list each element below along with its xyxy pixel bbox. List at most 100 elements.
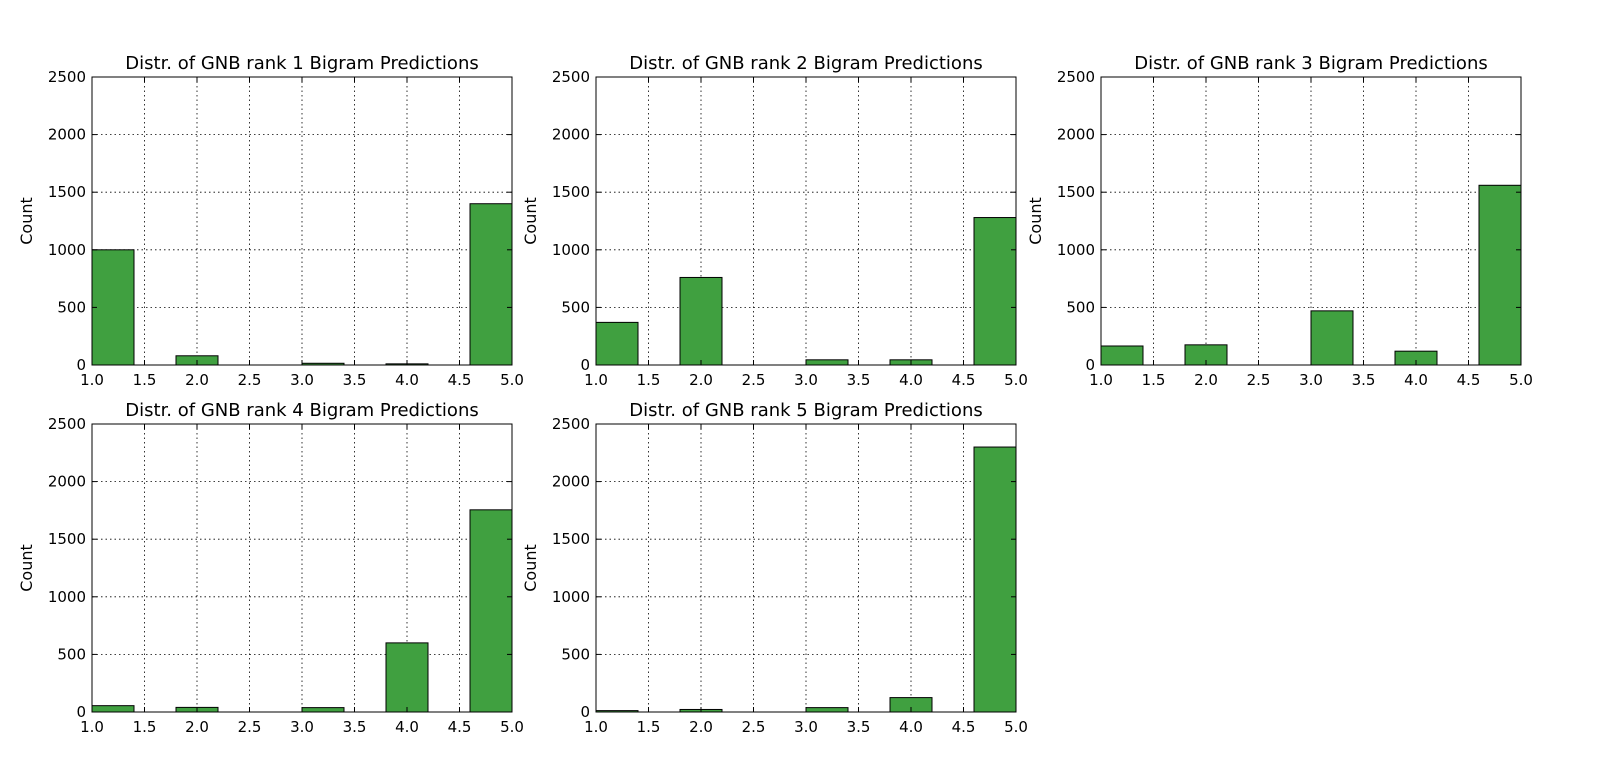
x-tick-label: 5.0 <box>1004 371 1028 389</box>
x-tick-label: 3.0 <box>290 718 314 736</box>
y-tick-label: 500 <box>1066 298 1095 316</box>
y-tick-label: 0 <box>76 356 86 374</box>
x-tick-label: 1.5 <box>133 718 157 736</box>
y-tick-labels: 0 500 1000 1500 2000 2500 <box>552 415 590 721</box>
histogram-bar <box>973 217 1017 366</box>
subplot-title: Distr. of GNB rank 5 Bigram Predictions <box>629 400 982 421</box>
y-tick-label: 2500 <box>48 68 86 86</box>
x-tick-label: 4.0 <box>395 371 419 389</box>
y-tick-label: 2500 <box>48 415 86 433</box>
plot-frame <box>91 76 513 366</box>
y-tick-label: 2500 <box>1057 68 1095 86</box>
x-tick-label: 1.0 <box>1089 371 1113 389</box>
histogram-bar <box>385 642 429 713</box>
x-tick-label: 2.0 <box>185 718 209 736</box>
y-tick-label: 1500 <box>1057 183 1095 201</box>
y-axis-label: Count <box>17 544 36 592</box>
x-tick-label: 4.5 <box>952 718 976 736</box>
y-tick-label: 0 <box>580 703 590 721</box>
x-tick-label: 1.0 <box>80 718 104 736</box>
x-tick-label: 3.0 <box>794 371 818 389</box>
bars <box>1100 184 1522 366</box>
y-tick-label: 0 <box>580 356 590 374</box>
x-tick-label: 5.0 <box>1509 371 1533 389</box>
y-axis-label: Count <box>521 544 540 592</box>
histogram-bar <box>91 705 135 713</box>
y-axis-label: Count <box>1026 197 1045 245</box>
x-tick-label: 5.0 <box>1004 718 1028 736</box>
x-tick-label: 5.0 <box>500 371 524 389</box>
histogram-bar <box>595 321 639 366</box>
x-tick-label: 5.0 <box>500 718 524 736</box>
subplot-rank-1: Distr. of GNB rank 1 Bigram Predictions … <box>17 53 524 389</box>
y-tick-label: 1000 <box>552 241 590 259</box>
y-tick-labels: 0 500 1000 1500 2000 2500 <box>552 68 590 374</box>
x-tick-label: 2.0 <box>689 371 713 389</box>
x-tick-label: 2.5 <box>742 371 766 389</box>
y-tick-label: 1000 <box>1057 241 1095 259</box>
y-tick-label: 1500 <box>48 530 86 548</box>
y-tick-labels: 0 500 1000 1500 2000 2500 <box>48 68 86 374</box>
x-tick-label: 4.0 <box>899 371 923 389</box>
y-tick-label: 2500 <box>552 68 590 86</box>
histogram-bar <box>805 359 849 366</box>
y-tick-label: 2000 <box>48 126 86 144</box>
x-tick-label: 3.5 <box>1352 371 1376 389</box>
x-tick-label: 2.0 <box>1194 371 1218 389</box>
histogram-bar <box>805 707 849 713</box>
y-tick-label: 500 <box>561 298 590 316</box>
y-tick-label: 500 <box>57 645 86 663</box>
subplot-rank-2: Distr. of GNB rank 2 Bigram Predictions … <box>521 53 1028 389</box>
y-tick-label: 1500 <box>552 183 590 201</box>
subplot-rank-4: Distr. of GNB rank 4 Bigram Predictions … <box>17 400 524 736</box>
plot-frame <box>1100 76 1522 366</box>
subplot-title: Distr. of GNB rank 4 Bigram Predictions <box>125 400 478 421</box>
x-tick-label: 3.5 <box>343 718 367 736</box>
x-tick-label: 3.0 <box>290 371 314 389</box>
x-tick-labels: 1.0 1.5 2.0 2.5 3.0 3.5 4.0 4.5 5.0 <box>1089 371 1533 389</box>
x-tick-labels: 1.0 1.5 2.0 2.5 3.0 3.5 4.0 4.5 5.0 <box>80 371 524 389</box>
x-tick-label: 1.0 <box>584 371 608 389</box>
histogram-bar <box>301 707 345 713</box>
plot-frame <box>91 423 513 713</box>
y-tick-label: 0 <box>1085 356 1095 374</box>
x-tick-label: 1.5 <box>1142 371 1166 389</box>
subplot-title: Distr. of GNB rank 1 Bigram Predictions <box>125 53 478 74</box>
x-tick-label: 3.5 <box>847 371 871 389</box>
histogram-bar <box>1478 184 1522 366</box>
y-tick-labels: 0 500 1000 1500 2000 2500 <box>1057 68 1095 374</box>
x-tick-label: 1.0 <box>80 371 104 389</box>
subplot-rank-3: Distr. of GNB rank 3 Bigram Predictions … <box>1026 53 1533 389</box>
y-tick-label: 2000 <box>552 126 590 144</box>
x-tick-label: 4.5 <box>952 371 976 389</box>
x-tick-label: 1.5 <box>133 371 157 389</box>
x-tick-label: 2.5 <box>238 371 262 389</box>
x-tick-label: 4.5 <box>448 718 472 736</box>
y-tick-label: 0 <box>76 703 86 721</box>
y-tick-label: 1000 <box>48 241 86 259</box>
y-axis-label: Count <box>17 197 36 245</box>
y-tick-label: 1000 <box>48 588 86 606</box>
y-tick-label: 500 <box>561 645 590 663</box>
subplot-title: Distr. of GNB rank 2 Bigram Predictions <box>629 53 982 74</box>
plot-frame <box>595 423 1017 713</box>
subplot-title: Distr. of GNB rank 3 Bigram Predictions <box>1134 53 1487 74</box>
x-tick-label: 3.5 <box>343 371 367 389</box>
x-tick-labels: 1.0 1.5 2.0 2.5 3.0 3.5 4.0 4.5 5.0 <box>584 371 1028 389</box>
x-tick-label: 2.0 <box>185 371 209 389</box>
y-tick-labels: 0 500 1000 1500 2000 2500 <box>48 415 86 721</box>
x-tick-label: 2.5 <box>1247 371 1271 389</box>
x-tick-label: 4.0 <box>899 718 923 736</box>
x-tick-label: 1.5 <box>637 371 661 389</box>
subplot-rank-5: Distr. of GNB rank 5 Bigram Predictions … <box>521 400 1028 736</box>
bars <box>595 217 1017 366</box>
x-tick-label: 3.5 <box>847 718 871 736</box>
y-tick-label: 2500 <box>552 415 590 433</box>
histogram-bar <box>1310 310 1354 366</box>
y-axis-label: Count <box>521 197 540 245</box>
bars <box>595 446 1017 713</box>
plot-frame <box>595 76 1017 366</box>
y-tick-label: 1500 <box>552 530 590 548</box>
x-tick-label: 1.5 <box>637 718 661 736</box>
